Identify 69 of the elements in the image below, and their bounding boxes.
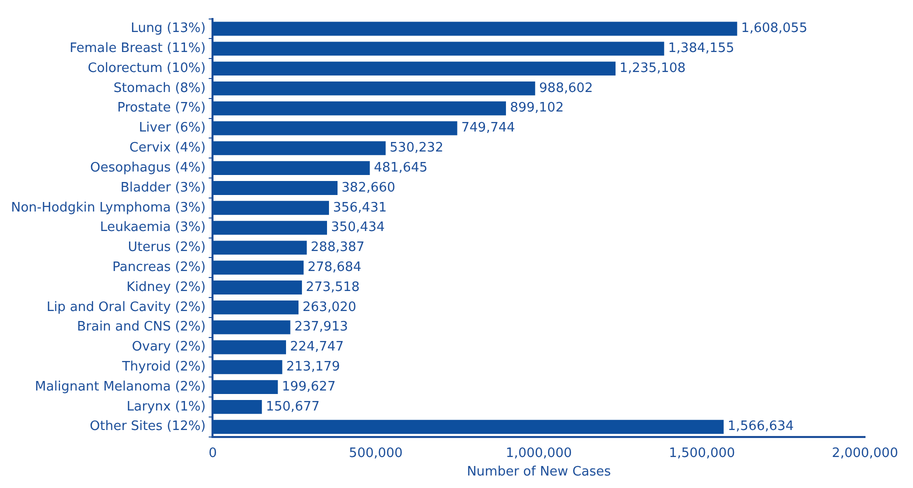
y-tick-label: Malignant Melanoma (2%) [34,379,206,394]
y-tick-label: Stomach (8%) [114,80,206,96]
data-label: 1,566,634 [728,419,794,434]
data-label: 263,020 [302,300,356,315]
data-label: 278,684 [308,260,362,275]
y-tick-label: Leukaemia (3%) [100,220,206,236]
y-tick-label: Cervix (4%) [129,140,206,156]
data-label: 749,744 [461,120,516,136]
bar [212,62,616,76]
data-label: 1,384,155 [668,41,734,56]
y-tick-label: Brain and CNS (2%) [76,320,206,335]
data-label: 382,660 [342,180,396,196]
x-tick-label: 1,000,000 [506,446,572,461]
bar [212,181,338,195]
bar [212,300,299,314]
bar [212,22,738,36]
x-tick-label: 2,000,000 [832,446,898,461]
data-label: 988,602 [539,80,593,96]
bar [212,280,302,294]
y-tick-label: Non-Hodgkin Lymphoma (3%) [11,200,206,216]
y-tick-label: Thyroid (2%) [121,360,206,375]
data-label: 530,232 [390,140,444,156]
y-tick-label: Larynx (1%) [126,399,206,414]
y-tick-label: Other Sites (12%) [90,419,206,434]
x-tick-label: 0 [208,446,217,461]
bar [212,161,370,176]
data-label: 288,387 [310,240,365,256]
data-label: 213,179 [286,360,340,375]
data-label: 356,431 [332,200,387,216]
bar [212,42,664,56]
bar [212,340,286,354]
y-tick-label: Liver (6%) [138,120,206,136]
x-tick-label: 500,000 [348,446,403,461]
bar [212,420,724,434]
data-label: 237,913 [294,320,348,335]
bar [212,400,262,414]
y-tick-label: Bladder (3%) [120,180,206,196]
bar [212,240,307,255]
data-label: 1,235,108 [620,60,686,76]
y-tick-label: Colorectum (10%) [88,60,206,76]
x-tick-label: 1,500,000 [668,446,736,461]
data-label: 273,518 [306,280,360,295]
bar [212,200,329,215]
data-label: 224,747 [290,340,344,355]
data-label: 481,645 [374,160,428,176]
bar [212,380,278,394]
bar [212,141,386,156]
bar [212,360,282,374]
y-tick-label: Prostate (7%) [117,100,206,116]
y-tick-label: Pancreas (2%) [112,260,206,275]
y-tick-label: Uterus (2%) [128,240,206,256]
bar [212,82,536,96]
y-tick-label: Lip and Oral Cavity (2%) [46,300,206,315]
y-tick-label: Lung (13%) [130,21,206,36]
data-label: 899,102 [510,100,564,116]
y-tick-label: Ovary (2%) [132,340,206,355]
data-label: 150,677 [266,399,320,414]
data-label: 1,608,055 [741,21,808,36]
data-label: 350,434 [331,220,385,236]
y-tick-label: Female Breast (11%) [70,41,206,56]
data-label: 199,627 [282,379,336,394]
bar [212,101,506,116]
y-tick-label: Oesophagus (4%) [90,160,206,176]
bar [212,260,304,275]
bar [212,121,458,136]
y-tick-label: Kidney (2%) [126,280,206,295]
bar [212,220,328,235]
bar [212,320,290,334]
x-axis-title: Number of New Cases [466,464,612,480]
